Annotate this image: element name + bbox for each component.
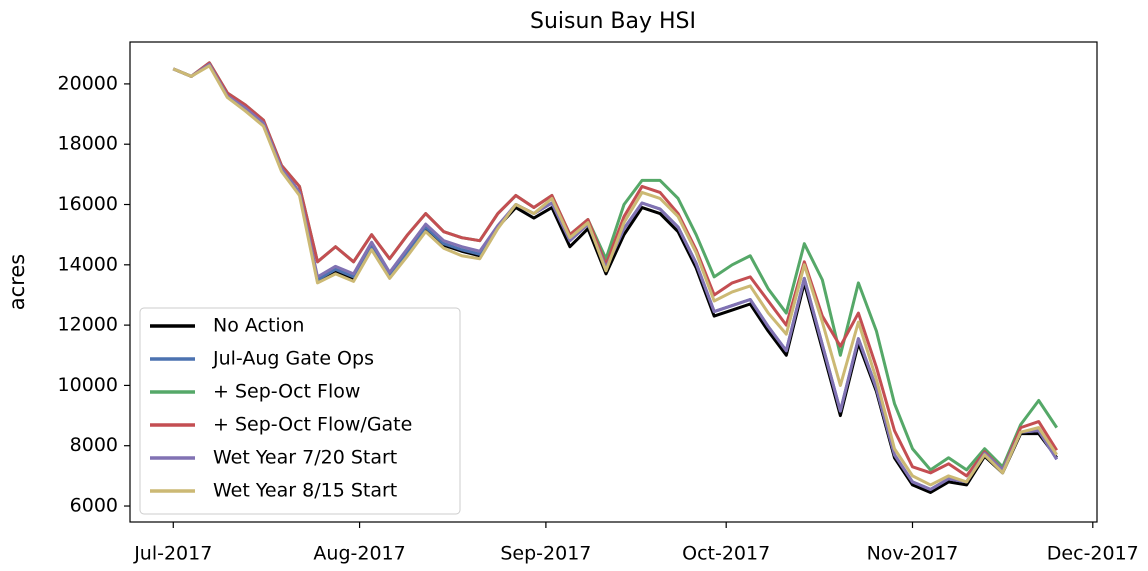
y-tick-label: 20000 [58, 72, 118, 94]
y-tick-label: 10000 [58, 374, 118, 396]
legend-label: Wet Year 8/15 Start [213, 480, 397, 502]
x-tick-label: Jul-2017 [133, 543, 212, 565]
chart-title: Suisun Bay HSI [530, 9, 696, 34]
series-line [172, 64, 1058, 487]
legend-label: No Action [213, 315, 304, 337]
x-tick-label: Aug-2017 [313, 543, 405, 565]
y-axis-label: acres [5, 254, 29, 310]
legend-label: Wet Year 7/20 Start [213, 447, 397, 469]
y-tick-label: 16000 [58, 193, 118, 215]
y-tick-label: 18000 [58, 133, 118, 155]
legend-box [139, 307, 461, 515]
series-line [172, 61, 1059, 478]
plot-frame [129, 41, 1098, 523]
x-tick-label: Nov-2017 [867, 543, 959, 565]
y-tick-label: 12000 [58, 314, 118, 336]
y-tick-label: 6000 [70, 495, 118, 517]
legend-label: Jul-Aug Gate Ops [212, 348, 374, 370]
legend-label: + Sep-Oct Flow [213, 381, 360, 403]
x-tick-label: Dec-2017 [1047, 543, 1139, 565]
y-tick-label: 14000 [58, 253, 118, 275]
y-tick-label: 8000 [70, 434, 118, 456]
x-tick-label: Oct-2017 [682, 543, 770, 565]
x-tick-label: Sep-2017 [500, 543, 591, 565]
legend-label: + Sep-Oct Flow/Gate [213, 414, 412, 436]
